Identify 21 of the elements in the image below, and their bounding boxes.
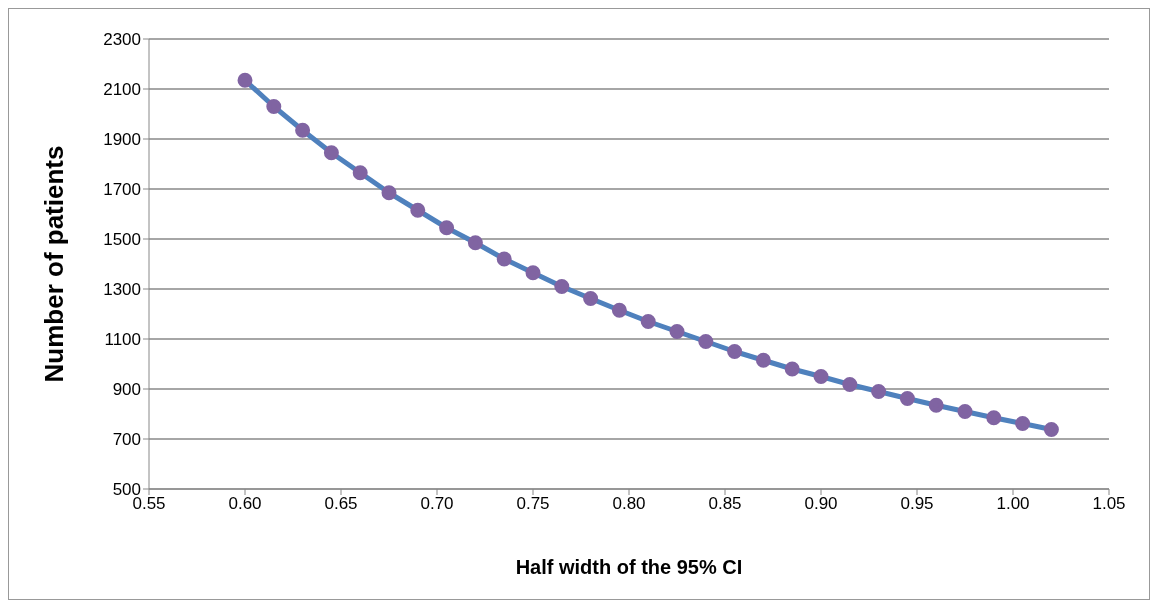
x-tick-label: 0.60 <box>228 494 262 514</box>
y-tick-label: 1300 <box>103 280 141 300</box>
x-tick-label: 0.95 <box>900 494 934 514</box>
x-tick-label: 1.05 <box>1092 494 1126 514</box>
x-tick-label: 0.85 <box>708 494 742 514</box>
x-tick-label: 0.90 <box>804 494 838 514</box>
x-tick-label: 0.75 <box>516 494 550 514</box>
y-tick-label: 1500 <box>103 230 141 250</box>
y-tick-label: 1900 <box>103 130 141 150</box>
x-tick-label: 0.80 <box>612 494 646 514</box>
y-tick-label: 2100 <box>103 80 141 100</box>
y-tick-label: 900 <box>112 380 141 400</box>
y-tick-label: 2300 <box>103 30 141 50</box>
x-axis-title: Half width of the 95% CI <box>515 556 743 578</box>
x-tick-label: 0.70 <box>420 494 454 514</box>
y-tick-label: 1700 <box>103 180 141 200</box>
y-tick-label: 1100 <box>104 330 141 350</box>
y-axis-title: Number of patients <box>39 145 70 383</box>
y-tick-label: 700 <box>112 430 141 450</box>
x-tick-label: 0.65 <box>324 494 358 514</box>
x-tick-label: 1.00 <box>996 494 1030 514</box>
